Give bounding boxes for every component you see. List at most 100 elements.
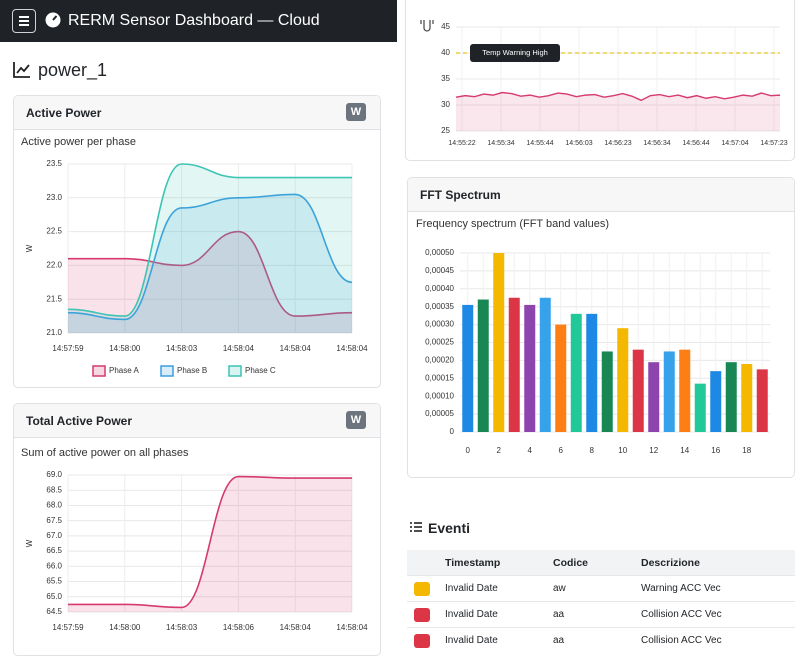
event-row: Invalid Date aa Collision ACC Vec xyxy=(407,601,795,628)
x-tick-label: 14:57:59 xyxy=(52,623,84,632)
legend-label: Phase A xyxy=(109,366,139,375)
bar xyxy=(524,304,536,432)
y-tick-label: 67.5 xyxy=(46,516,62,525)
legend-swatch xyxy=(160,365,174,377)
x-tick-label: 4 xyxy=(528,446,533,455)
line xyxy=(67,163,352,317)
y-tick-label: 45 xyxy=(441,22,450,31)
top-bar xyxy=(0,0,397,42)
cell: aw xyxy=(553,575,641,602)
y-tick-label: 21.0 xyxy=(46,328,62,337)
events-table: Timestamp Codice Descrizione Invalid Date a… xyxy=(407,550,795,653)
bar xyxy=(586,313,598,432)
bar xyxy=(601,351,613,432)
bar xyxy=(477,299,489,432)
unit-badge: W xyxy=(346,411,366,429)
card-title: Active Power xyxy=(26,106,102,120)
column-header: Codice xyxy=(553,550,641,576)
card-title: Total Active Power xyxy=(26,414,133,428)
card-header: Total Active Power W xyxy=(14,404,380,438)
x-tick-label: 14:58:03 xyxy=(166,623,198,632)
x-tick-label: 14:58:00 xyxy=(109,623,141,632)
x-tick-label: 14:56:34 xyxy=(643,140,670,147)
legend-swatch xyxy=(92,365,106,377)
bar xyxy=(493,253,505,432)
bar xyxy=(679,349,691,432)
bar xyxy=(555,324,567,432)
bar xyxy=(462,304,474,432)
y-tick-label: 22.5 xyxy=(46,227,62,236)
page-title: power_1 xyxy=(38,60,108,80)
legend-label: Phase C xyxy=(245,366,276,375)
events-table-wrap: Timestamp Codice Descrizione Invalid Date a… xyxy=(407,550,795,653)
y-tick-label: 0,00015 xyxy=(425,373,454,382)
x-tick-label: 14:58:04 xyxy=(280,623,312,632)
legend-swatch xyxy=(228,365,242,377)
y-tick-label: 0,00025 xyxy=(425,338,454,347)
card-header: FFT Spectrum xyxy=(408,178,794,212)
x-tick-label: 2 xyxy=(497,446,502,455)
y-tick-label: 67.0 xyxy=(46,531,62,540)
cell: Collision ACC Vec xyxy=(641,601,795,628)
cell: Warning ACC Vec xyxy=(641,575,795,602)
x-tick-label: 14:58:04 xyxy=(280,344,312,353)
y-tick-label: 25 xyxy=(441,126,450,135)
x-tick-label: 0 xyxy=(466,446,471,455)
bar xyxy=(617,328,629,432)
unit-badge: W xyxy=(346,103,366,121)
y-tick-label: 66.0 xyxy=(46,561,62,570)
y-tick-label: 30 xyxy=(441,100,450,109)
y-tick-label: 0,00020 xyxy=(425,356,454,365)
line xyxy=(68,475,352,609)
menu-button[interactable] xyxy=(12,9,36,33)
chart-subtitle: Frequency spectrum (FFT band values) xyxy=(416,218,609,230)
y-tick-label: 0,00005 xyxy=(425,409,454,418)
cell: aa xyxy=(553,627,641,653)
cell: Invalid Date xyxy=(445,627,553,653)
x-tick-label: 14:56:44 xyxy=(682,140,709,147)
alert-icon xyxy=(414,634,430,648)
x-tick-label: 18 xyxy=(742,446,751,455)
y-tick-label: 65.5 xyxy=(46,577,62,586)
bar xyxy=(725,362,737,432)
x-tick-label: 6 xyxy=(559,446,564,455)
bar xyxy=(648,362,660,432)
icon-col xyxy=(407,550,445,576)
y-tick-label: 68.0 xyxy=(46,501,62,510)
x-tick-label: 14:58:04 xyxy=(336,623,368,632)
y-tick-label: 64.5 xyxy=(46,607,62,616)
y-tick-label: 23.5 xyxy=(46,159,62,168)
card-header: Active Power W xyxy=(14,96,380,130)
x-tick-label: 14:56:23 xyxy=(604,140,631,147)
y-tick-label: 23.0 xyxy=(46,193,62,202)
x-tick-label: 14:56:03 xyxy=(565,140,592,147)
y-axis-label: W xyxy=(25,244,34,252)
y-tick-label: 0,00050 xyxy=(425,248,454,257)
line xyxy=(68,230,353,317)
active-power-card: Active Power W xyxy=(13,95,381,388)
x-tick-label: 14:55:22 xyxy=(448,140,475,147)
y-tick-label: 0 xyxy=(450,427,455,436)
area xyxy=(68,194,352,333)
bar xyxy=(632,349,644,432)
bar xyxy=(741,363,753,432)
bar xyxy=(539,297,551,432)
x-tick-label: 12 xyxy=(649,446,658,455)
x-tick-label: 14:58:03 xyxy=(166,344,198,353)
threshold-label: Temp Warning High xyxy=(482,48,548,57)
event-row: Invalid Date aa Collision ACC Vec xyxy=(407,627,795,653)
x-tick-label: 14:55:34 xyxy=(487,140,514,147)
gauge-icon xyxy=(45,12,61,28)
line xyxy=(455,91,781,102)
y-tick-label: 65.0 xyxy=(46,592,62,601)
cell: Collision ACC Vec xyxy=(641,627,795,653)
area xyxy=(456,92,780,131)
y-tick-label: 0,00035 xyxy=(425,302,454,311)
cell: aa xyxy=(553,601,641,628)
bar xyxy=(710,371,722,432)
y-tick-label: 40 xyxy=(441,48,450,57)
x-tick-label: 14 xyxy=(680,446,689,455)
x-tick-label: 14:55:44 xyxy=(526,140,553,147)
list-icon xyxy=(410,522,422,532)
x-tick-label: 14:57:04 xyxy=(721,140,748,147)
